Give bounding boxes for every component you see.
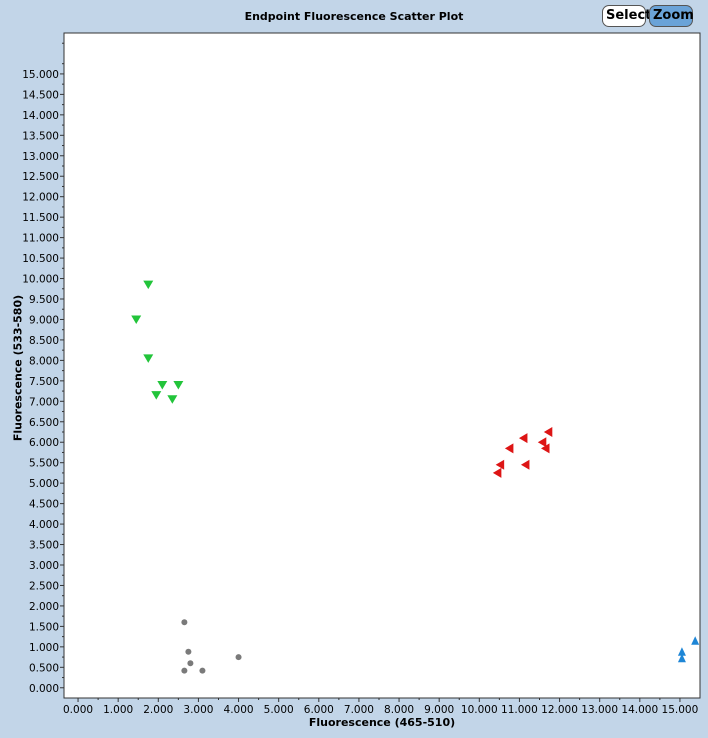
data-point[interactable] [143, 280, 154, 290]
x-tick-label: 11.000 [501, 704, 538, 716]
y-tick-label: 0.000 [29, 683, 59, 695]
y-tick-label: 2.000 [29, 601, 59, 613]
y-tick-label: 14.000 [22, 110, 59, 122]
data-point[interactable] [185, 648, 192, 655]
x-tick-label: 12.000 [541, 704, 578, 716]
y-tick-label: 9.000 [29, 314, 59, 326]
x-tick-label: 7.000 [344, 704, 374, 716]
data-point[interactable] [495, 459, 505, 470]
y-tick-label: 4.500 [29, 499, 59, 511]
y-tick-label: 0.500 [29, 662, 59, 674]
y-tick-label: 4.000 [29, 519, 59, 531]
y-tick-label: 1.000 [29, 642, 59, 654]
data-point[interactable] [518, 433, 528, 444]
data-point[interactable] [677, 647, 686, 656]
y-tick-label: 3.500 [29, 540, 59, 552]
x-tick-label: 0.000 [63, 704, 93, 716]
y-tick-label: 7.000 [29, 396, 59, 408]
plot-area [63, 32, 701, 699]
y-tick-label: 3.000 [29, 560, 59, 572]
data-point[interactable] [492, 467, 502, 478]
x-tick-label: 8.000 [384, 704, 414, 716]
y-tick-label: 1.500 [29, 621, 59, 633]
y-tick-label: 12.000 [22, 192, 59, 204]
y-tick-label: 5.500 [29, 458, 59, 470]
y-tick-label: 2.500 [29, 580, 59, 592]
data-point[interactable] [173, 380, 184, 390]
x-axis-label: Fluorescence (465-510) [308, 716, 456, 729]
data-point[interactable] [691, 636, 700, 645]
data-point[interactable] [541, 443, 550, 454]
zoom-button[interactable]: Zoom [649, 5, 694, 27]
data-point[interactable] [537, 437, 547, 448]
y-tick-label: 6.000 [29, 437, 59, 449]
y-tick-label: 5.000 [29, 478, 59, 490]
x-tick-label: 6.000 [304, 704, 334, 716]
x-tick-label: 5.000 [264, 704, 294, 716]
data-point[interactable] [151, 391, 162, 400]
data-point[interactable] [157, 380, 168, 390]
x-tick-label: 14.000 [621, 704, 658, 716]
y-tick-label: 11.000 [22, 233, 59, 245]
x-tick-label: 13.000 [581, 704, 618, 716]
x-tick-label: 1.000 [103, 704, 133, 716]
data-point[interactable] [543, 427, 553, 437]
data-point[interactable] [167, 395, 178, 404]
data-point[interactable] [143, 354, 154, 363]
data-point[interactable] [677, 653, 686, 663]
y-tick-label: 15.000 [22, 69, 59, 81]
data-point[interactable] [181, 619, 188, 626]
data-points [131, 280, 700, 674]
y-tick-label: 13.000 [22, 151, 59, 163]
y-tick-label: 8.500 [29, 335, 59, 347]
data-point[interactable] [504, 443, 514, 454]
y-tick-label: 14.500 [22, 89, 59, 101]
y-axis: 0.000 0.500 1.000 1.500 2.000 2.500 3.000 3.500… [22, 42, 64, 695]
chart-title: Endpoint Fluorescence Scatter Plot [244, 10, 464, 23]
y-tick-label: 13.500 [22, 130, 59, 142]
y-tick-label: 9.500 [29, 294, 59, 306]
x-tick-label: 15.000 [662, 704, 699, 716]
y-tick-label: 7.500 [29, 376, 59, 388]
x-axis: 0.000 1.000 2.000 3.000 4.000 5.000 6.000 7.000… [63, 698, 698, 716]
x-tick-label: 10.000 [461, 704, 498, 716]
y-tick-label: 10.000 [22, 274, 59, 286]
data-point[interactable] [235, 654, 242, 661]
select-button[interactable]: Select [602, 5, 651, 27]
x-tick-label: 9.000 [424, 704, 454, 716]
y-tick-label: 6.500 [29, 417, 59, 429]
data-point[interactable] [187, 660, 194, 667]
data-point[interactable] [131, 315, 142, 324]
y-axis-label: Fluorescence (533-580) [11, 294, 25, 442]
data-point[interactable] [520, 459, 530, 470]
x-tick-label: 2.000 [143, 704, 173, 716]
data-point[interactable] [181, 667, 188, 674]
y-tick-label: 8.000 [29, 355, 59, 367]
data-point[interactable] [199, 667, 206, 674]
y-tick-label: 11.500 [22, 212, 59, 224]
y-tick-label: 12.500 [22, 171, 59, 183]
x-tick-label: 4.000 [224, 704, 254, 716]
x-tick-label: 3.000 [183, 704, 213, 716]
y-tick-label: 10.500 [22, 253, 59, 265]
